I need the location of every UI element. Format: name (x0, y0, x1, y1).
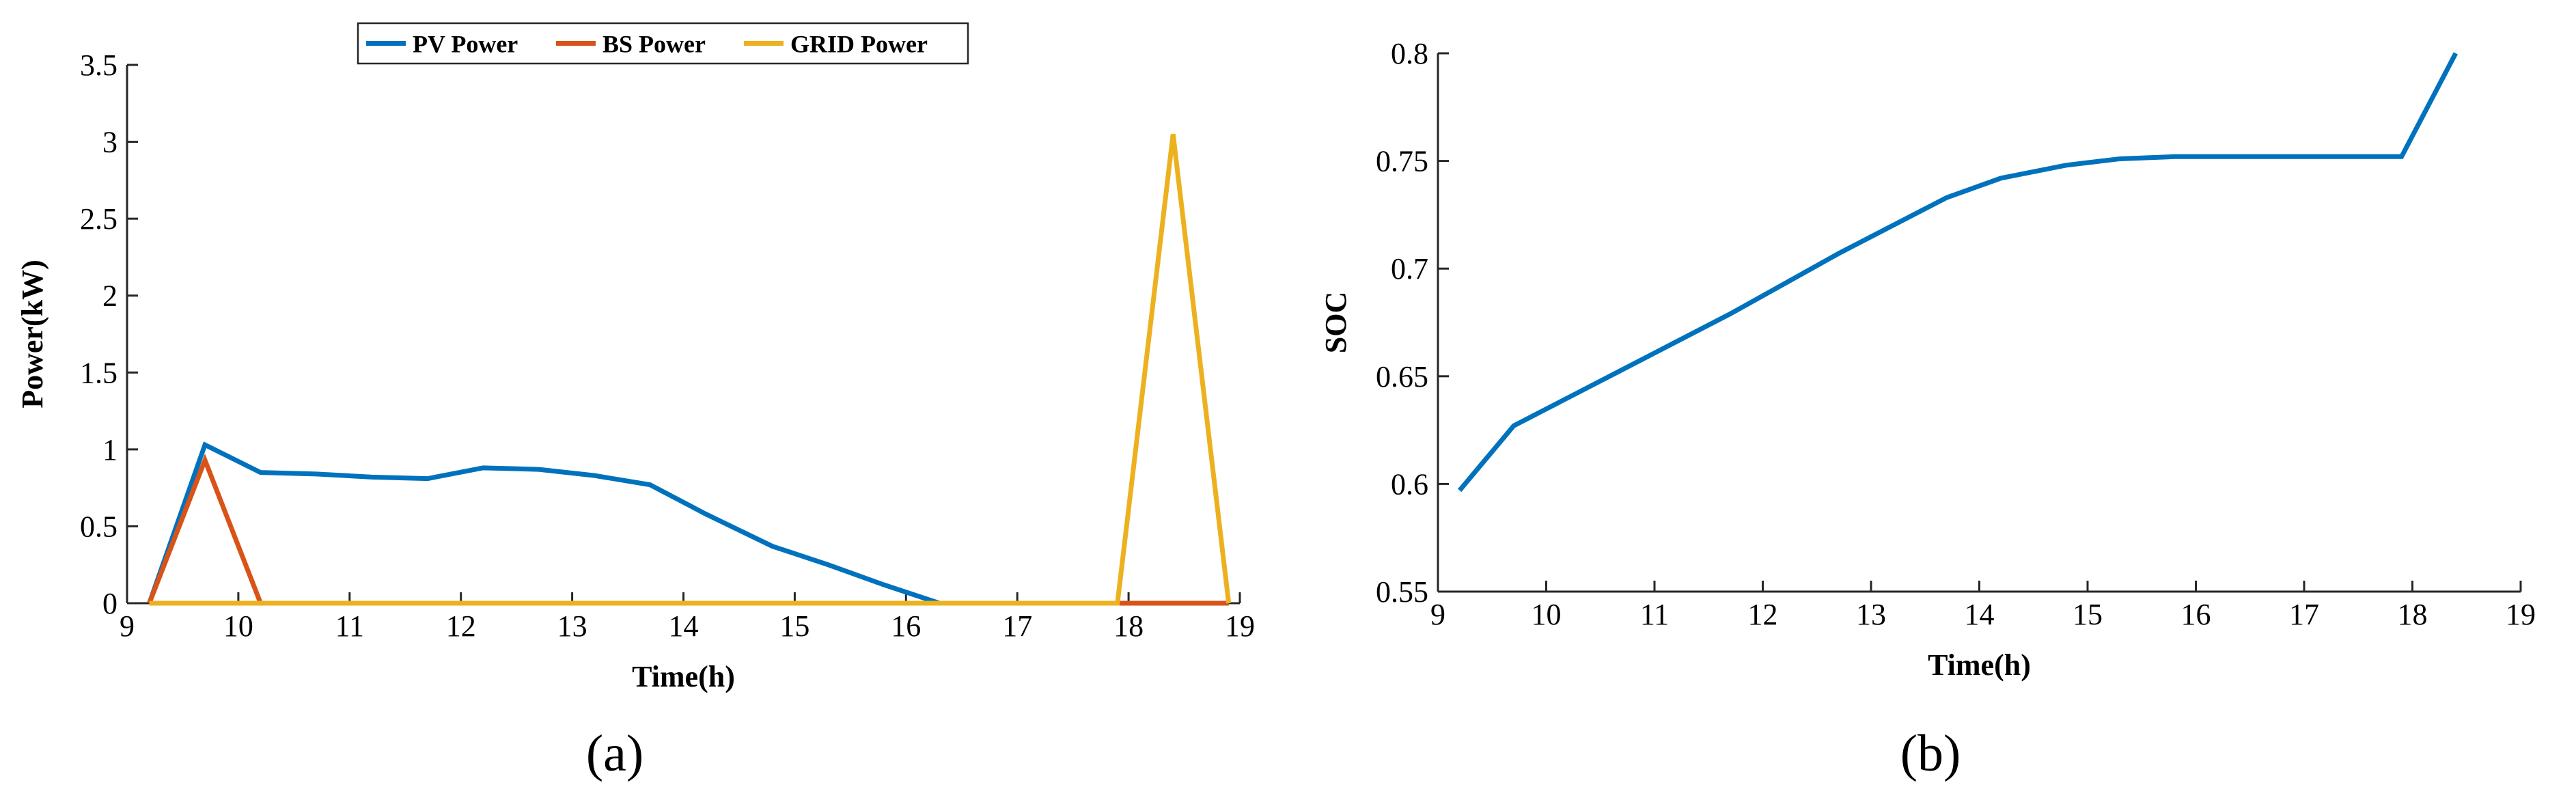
y-tick-label: 0.65 (1376, 360, 1428, 393)
legend-entry: GRID Power (790, 31, 928, 58)
x-tick-label: 10 (1532, 598, 1562, 631)
y-tick-label: 0.6 (1391, 467, 1428, 501)
x-axis-label: Time(h) (632, 660, 735, 693)
y-tick-label: 0.7 (1391, 252, 1428, 286)
x-tick-label: 9 (120, 609, 135, 643)
legend: PV Power BS Power GRID Power (357, 22, 969, 65)
x-axis-label: Time(h) (1928, 648, 2031, 682)
y-tick-label: 0.75 (1376, 145, 1428, 178)
plot-area (1438, 53, 2521, 592)
y-tick-label: 0 (102, 587, 117, 620)
y-tick-label: 3.5 (80, 49, 117, 82)
y-tick-label: 2 (102, 279, 117, 313)
x-tick-label: 11 (1640, 598, 1669, 631)
x-tick-label: 12 (1748, 598, 1778, 631)
x-tick-label: 18 (2398, 598, 2428, 631)
x-tick-label: 14 (669, 609, 699, 643)
chart-panel-b: 9 10 11 12 13 14 15 16 17 18 19 0.55 0.6 0.65 0.7 0.75 0… (1319, 37, 2536, 782)
x-tick-label: 10 (223, 609, 253, 643)
x-tick-label: 17 (1002, 609, 1032, 643)
y-axis-label: SOC (1319, 292, 1353, 353)
series-line-grid-power (149, 133, 1232, 606)
legend-entry: BS Power (603, 31, 706, 58)
x-tick-label: 13 (1856, 598, 1886, 631)
y-tick-label: 0.5 (80, 510, 117, 543)
x-tick-label: 18 (1113, 609, 1144, 643)
panel-caption: (a) (586, 725, 643, 782)
x-tick-label: 16 (891, 609, 921, 643)
y-tick-label: 1 (102, 433, 117, 467)
legend-box (357, 22, 969, 65)
chart-panel-a: 9 10 11 12 13 14 15 16 17 18 19 0 0.5 1 1.5 2 2.5 3 3.5 Tim… (16, 22, 1255, 782)
x-tick-label: 12 (446, 609, 476, 643)
legend-entry: PV Power (413, 31, 518, 58)
x-tick-label: 15 (2073, 598, 2103, 631)
plot-area (127, 65, 1240, 603)
x-tick-label: 11 (335, 609, 364, 643)
y-axis-label: Power(kW) (16, 260, 49, 409)
x-tick-label: 15 (779, 609, 809, 643)
y-tick-label: 0.8 (1391, 37, 1428, 70)
x-tick-label: 19 (2506, 598, 2536, 631)
x-tick-label: 16 (2181, 598, 2211, 631)
panel-caption: (b) (1900, 725, 1961, 782)
y-tick-label: 0.55 (1376, 575, 1428, 609)
y-tick-label: 3 (102, 126, 117, 159)
x-tick-label: 13 (557, 609, 587, 643)
y-tick-label: 1.5 (80, 356, 117, 389)
x-tick-label: 17 (2289, 598, 2319, 631)
y-tick-label: 2.5 (80, 202, 117, 236)
x-tick-label: 9 (1430, 598, 1445, 631)
x-tick-label: 19 (1225, 609, 1255, 643)
series-line-soc (1458, 52, 2459, 493)
x-tick-label: 14 (1965, 598, 1995, 631)
